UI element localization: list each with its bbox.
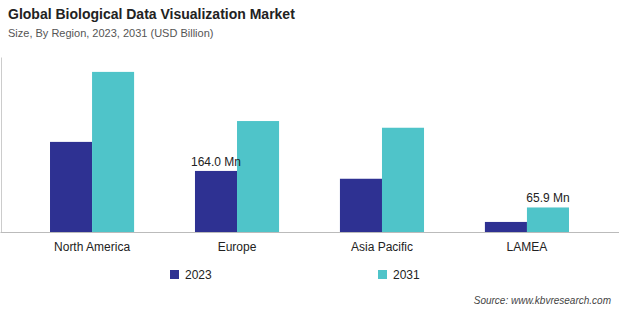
legend-label: 2023 (185, 268, 212, 282)
data-label: 65.9 Mn (526, 191, 569, 205)
legend-label: 2031 (393, 268, 420, 282)
y-axis-line (1, 58, 2, 233)
subtitle: Size, By Region, 2023, 2031 (USD Billion… (8, 27, 213, 39)
bar (195, 171, 237, 232)
chart: Global Biological Data Visualization Mar… (0, 0, 619, 322)
bar (237, 121, 279, 232)
data-labels: 164.0 Mn 65.9 Mn (191, 155, 570, 206)
bar (382, 128, 424, 232)
x-axis: North America Europe Asia Pacific LAMEA (1, 232, 619, 254)
x-tick: LAMEA (507, 232, 548, 254)
x-tick: Europe (218, 232, 257, 254)
bar (50, 142, 92, 232)
legend: 2023 2031 (170, 268, 420, 282)
x-tick-label: Europe (218, 240, 257, 254)
x-axis-line (1, 232, 619, 233)
x-tick: North America (54, 232, 130, 254)
bar (340, 179, 382, 232)
x-tick: Asia Pacific (351, 232, 413, 254)
legend-swatch (170, 270, 179, 279)
bar (485, 222, 527, 232)
title: Global Biological Data Visualization Mar… (8, 6, 295, 22)
legend-item: 2023 (170, 268, 212, 282)
y-axis (1, 58, 2, 233)
x-tick-label: Asia Pacific (351, 240, 413, 254)
legend-swatch (378, 270, 387, 279)
x-tick-label: North America (54, 240, 130, 254)
data-label: 164.0 Mn (191, 155, 241, 169)
bar (527, 207, 569, 232)
x-tick-label: LAMEA (507, 240, 548, 254)
source: Source: www.kbvresearch.com (474, 295, 611, 306)
legend-item: 2031 (378, 268, 420, 282)
bar (92, 72, 134, 232)
bars (50, 72, 569, 232)
